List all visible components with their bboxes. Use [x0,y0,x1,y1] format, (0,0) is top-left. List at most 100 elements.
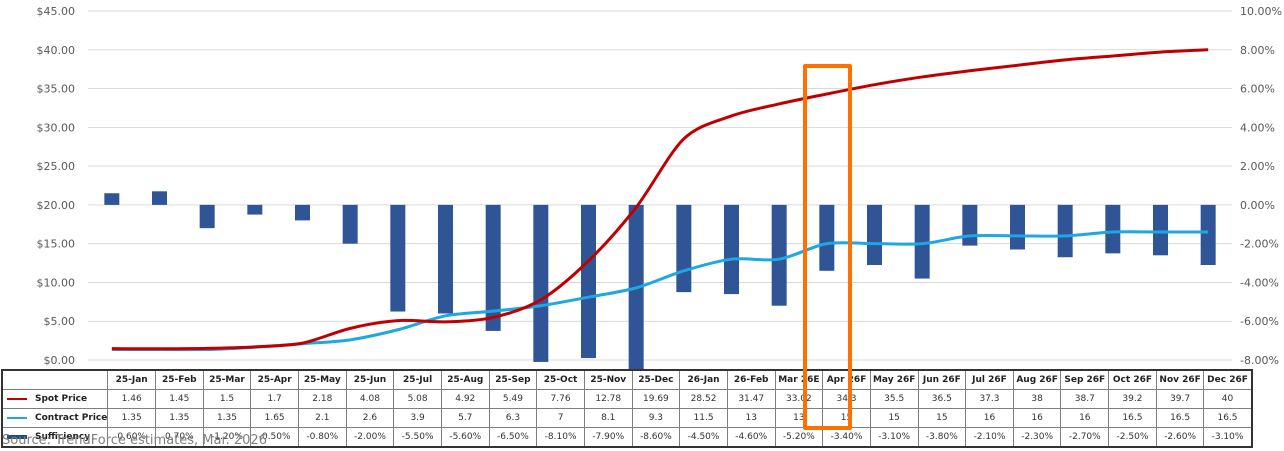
table-cell: -3.10% [1203,427,1253,448]
sufficiency-bar [1153,204,1168,256]
contract-price-legend-label: Contract Price [35,413,108,423]
category-header: 25-Mar [202,369,252,390]
sufficiency-legend-label: Sufficiency [35,432,91,442]
left-tick-label: $25.00 [37,160,76,173]
price-lines [111,48,1209,352]
table-cell: -4.50% [679,427,728,448]
table-cell: 9.3 [631,408,681,428]
table-cell: 39.7 [1155,389,1205,409]
table-cell: 19.69 [631,389,681,409]
table-cell: -2.60% [1155,427,1205,448]
table-cell: 1.35 [155,408,204,428]
sufficiency-bar [104,193,120,205]
category-header: 25-May [297,369,347,390]
sufficiency-bar [533,204,549,362]
sufficiency-bar [1057,204,1073,258]
right-tick-label: 10.00% [1240,5,1282,18]
right-tick-label: -2.00% [1240,238,1279,251]
table-cell: -5.20% [774,427,824,448]
table-cell: 5.08 [393,389,442,409]
right-tick-label: 6.00% [1240,83,1275,96]
table-cell: 36.5 [917,389,967,409]
sufficiency-bar [152,191,167,205]
table-cell: 13 [726,408,776,428]
table-cell: 1.5 [202,389,252,409]
table-cell: 12.78 [583,389,633,409]
category-header: 26-Feb [726,369,776,390]
table-cell: 7.76 [536,389,585,409]
category-header: 26-Jan [679,369,728,390]
table-cell: -8.60% [631,427,681,448]
table-cell: 16.5 [1203,408,1253,428]
table-cell: 16.5 [1108,408,1157,428]
table-cell: 1.46 [107,389,156,409]
table-cell: 15 [917,408,967,428]
table-cell: 1.35 [202,408,252,428]
category-header: 25-Nov [583,369,633,390]
right-axis: -8.00% -6.00% -4.00% -2.00% 0.00% 2.00% 4.00% 6… [1240,5,1282,367]
category-header: Oct 26F [1108,369,1157,390]
right-tick-label: -8.00% [1240,354,1279,367]
table-cell: 16 [1060,408,1110,428]
sufficiency-bar [295,204,310,221]
left-tick-label: $5.00 [44,315,76,328]
table-cell: 31.47 [726,389,776,409]
table-cell: -3.80% [917,427,967,448]
table-cell: 40 [1203,389,1253,409]
chart-area: $0.00 $5.00 $10.00 $15.00 $20.00 $25.00 $30.00… [37,5,1282,370]
left-tick-label: $35.00 [37,83,76,96]
sufficiency-bar [581,204,596,359]
category-header: 25-Feb [155,369,204,390]
table-cell: -4.60% [726,427,776,448]
category-header: Aug 26F [1012,369,1062,390]
table-cell: 3.9 [393,408,442,428]
table-cell: 38 [1012,389,1062,409]
table-cell: 2.18 [297,389,347,409]
right-tick-label: 2.00% [1240,160,1275,173]
sufficiency-bar [676,204,692,293]
category-header: 25-Jun [345,369,395,390]
left-axis: $0.00 $5.00 $10.00 $15.00 $20.00 $25.00 $30.00… [37,5,76,367]
table-cell: 13 [774,408,824,428]
contract-price-line [111,230,1209,352]
table-cell: -5.50% [393,427,442,448]
category-header: 25-Sep [488,369,538,390]
table-row-contract-price: Contract Price 1.35 1.35 1.35 1.65 2.1 2.6 3.9 5… [1,408,1253,428]
table-cell: 1.35 [107,408,156,428]
table-row-sufficiency: Sufficiency 0.60% 0.70% -1.20% -0.50% -0.80% -… [1,427,1253,448]
table-cell: 35.5 [869,389,919,409]
left-tick-label: $10.00 [37,276,76,289]
table-cell: 16 [1012,408,1062,428]
table-cell: -2.70% [1060,427,1110,448]
table-cell: 16 [965,408,1014,428]
table-cell: -3.40% [822,427,871,448]
left-tick-label: $30.00 [37,121,76,134]
table-header-row: 25-Jan 25-Feb 25-Mar 25-Apr 25-May 25-Jun 25-J… [1,369,1253,390]
sufficiency-bar [485,204,501,331]
sufficiency-bar [1200,204,1216,265]
table-cell: -2.00% [345,427,395,448]
table-cell: 28.52 [679,389,728,409]
table-cell: 2.1 [297,408,347,428]
table-cell: 1.45 [155,389,204,409]
category-header: 25-Oct [536,369,585,390]
category-header: Sep 26F [1060,369,1110,390]
table-cell: 15 [869,408,919,428]
data-table: 25-Jan 25-Feb 25-Mar 25-Apr 25-May 25-Jun 25-J… [1,369,1253,448]
table-cell: 0.70% [155,427,204,448]
source-note: Source: TrendForce estimates, Mar. 2026 [2,433,267,448]
right-tick-label: 0.00% [1240,199,1275,212]
table-cell: 2.6 [345,408,395,428]
sufficiency-bar [771,204,787,306]
table-cell: -2.50% [1108,427,1157,448]
table-cell: 5.49 [488,389,538,409]
sufficiency-bar [199,204,215,229]
category-header: 25-Apr [250,369,299,390]
category-header: 25-Aug [440,369,490,390]
left-tick-label: $0.00 [44,354,76,367]
sufficiency-bar [962,204,978,246]
table-row-spot-price: Spot Price 1.46 1.45 1.5 1.7 2.18 4.08 5.08 4.92… [1,389,1253,409]
category-header: Mar 26E [774,369,824,390]
category-header: Apr 26F [822,369,871,390]
gridlines [88,10,1232,361]
